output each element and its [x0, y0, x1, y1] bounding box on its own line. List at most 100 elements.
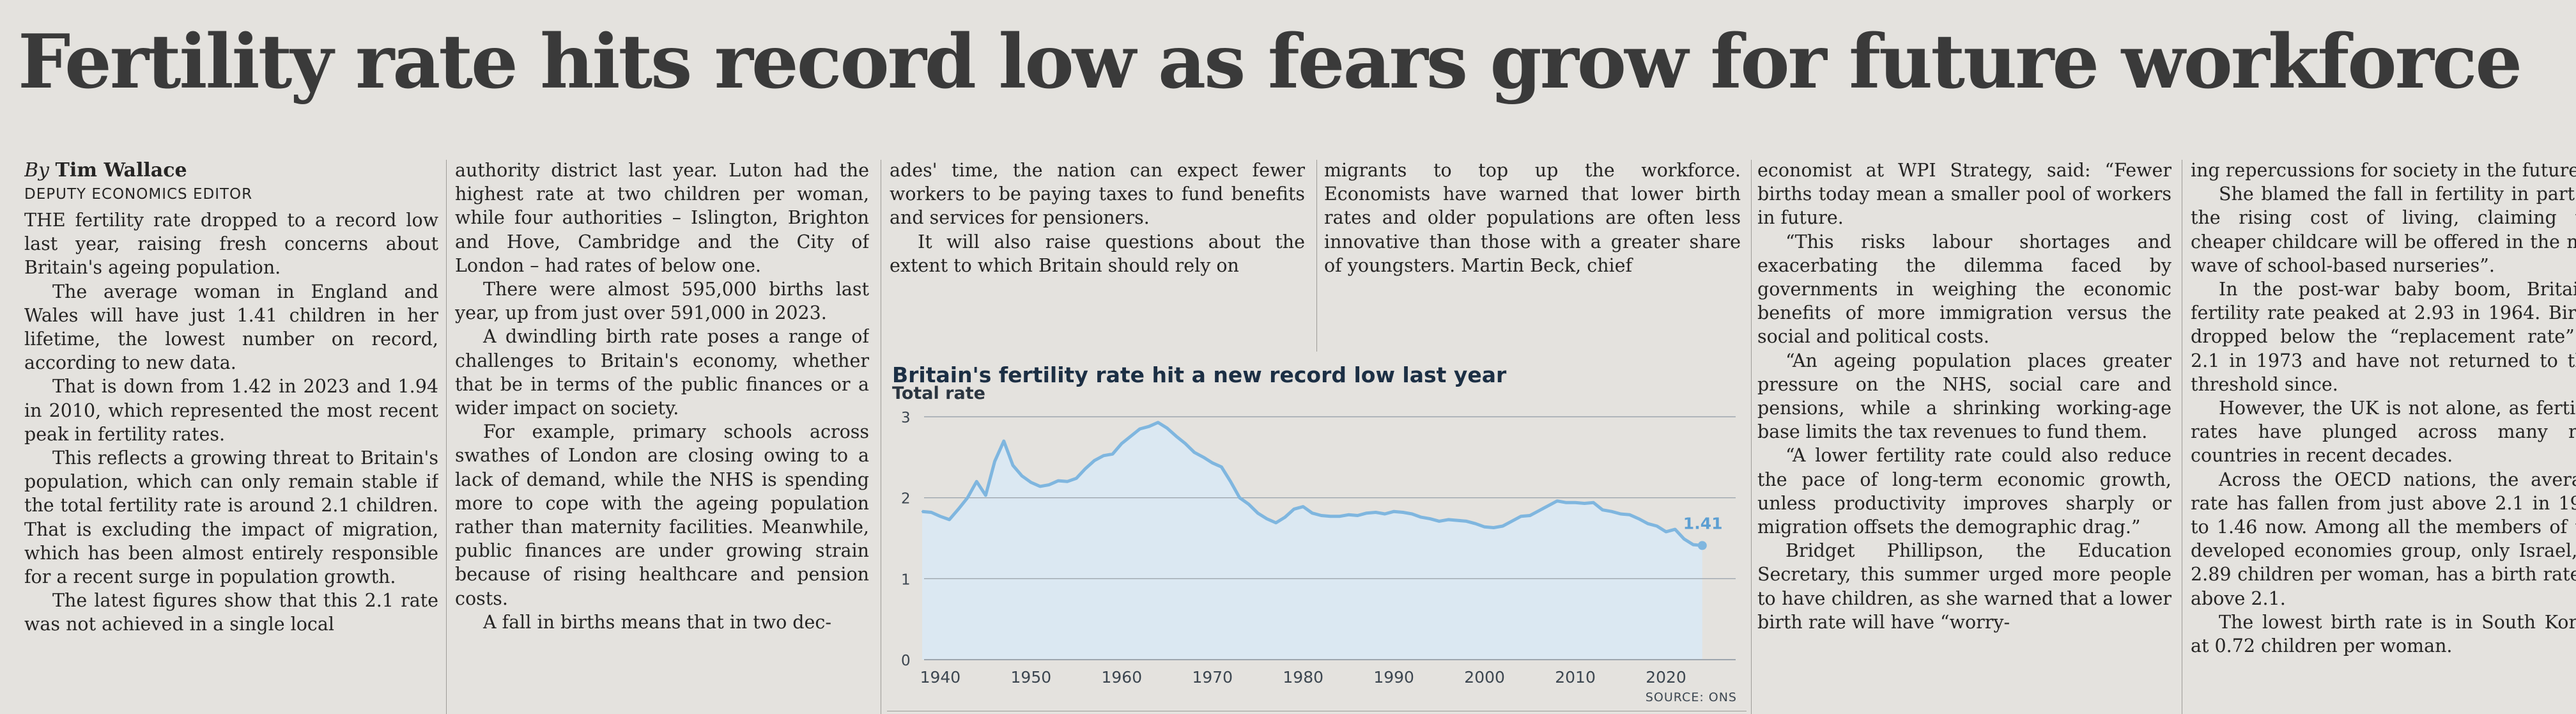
- data-point: [976, 481, 978, 483]
- data-point: [921, 511, 923, 513]
- data-point: [1102, 454, 1105, 456]
- data-point: [1048, 484, 1050, 486]
- data-point: [1039, 485, 1041, 488]
- paragraph: In the post-war baby boom, Britain's fer…: [2191, 279, 2576, 395]
- paragraph: “An ageing population places greater pre…: [1757, 350, 2171, 443]
- data-point: [994, 460, 996, 462]
- data-point: [1057, 479, 1060, 482]
- data-point: [1030, 481, 1032, 483]
- data-point: [1692, 543, 1694, 546]
- source-note: SOURCE: ONS: [1646, 690, 1737, 704]
- data-point: [1320, 515, 1322, 516]
- data-point: [1230, 481, 1231, 483]
- paragraph: It will also raise questions about the e…: [890, 231, 1305, 276]
- paragraph: There were almost 595,000 births last ye…: [455, 279, 869, 324]
- x-tick-label: 1950: [1011, 668, 1052, 687]
- data-point: [1384, 513, 1386, 515]
- data-point: [1357, 515, 1359, 516]
- data-point: [1166, 427, 1168, 429]
- data-point: [1175, 435, 1177, 437]
- paragraph: THE fertility rate dropped to a record l…: [24, 210, 438, 279]
- data-point: [1184, 442, 1186, 444]
- paragraph: This reflects a growing threat to Britai…: [24, 447, 438, 588]
- paragraph: However, the UK is not alone, as fertili…: [2191, 398, 2576, 467]
- paragraph: authority district last year. Luton had …: [455, 160, 869, 276]
- column-5: economist at WPI Strategy, said: “Fewer …: [1757, 159, 2171, 714]
- data-point: [1202, 456, 1205, 458]
- data-point: [1293, 508, 1295, 510]
- data-point: [1221, 466, 1222, 468]
- data-point: [1420, 516, 1422, 518]
- y-tick-label: 0: [901, 653, 911, 669]
- paragraph: The average woman in England and Wales w…: [24, 281, 438, 374]
- y-tick-label: 2: [901, 491, 911, 508]
- paragraph: ing repercussions for society in the fut…: [2191, 160, 2576, 181]
- data-point: [1474, 523, 1477, 525]
- data-point: [1247, 503, 1250, 505]
- x-tick-label: 1970: [1192, 668, 1233, 687]
- y-axis-label: Total rate: [892, 384, 985, 403]
- data-point: [1111, 453, 1114, 455]
- paragraph: migrants to top up the workforce. Econom…: [1324, 160, 1741, 276]
- data-point: [1456, 519, 1458, 522]
- paragraph: She blamed the fall in fertility in part…: [2191, 183, 2576, 276]
- paragraph: economist at WPI Strategy, said: “Fewer …: [1757, 160, 2171, 229]
- data-point: [1593, 502, 1594, 504]
- data-point: [1157, 421, 1159, 424]
- data-point: [1093, 460, 1095, 462]
- data-point: [1647, 523, 1649, 525]
- data-point: [930, 511, 932, 513]
- data-point: [1683, 538, 1685, 540]
- data-point: [1402, 511, 1404, 513]
- data-point: [1375, 511, 1377, 513]
- data-point: [1483, 526, 1486, 528]
- column-2: authority district last year. Luton had …: [455, 159, 869, 714]
- author-role: DEPUTY ECONOMICS EDITOR: [24, 186, 253, 203]
- chart-plot: Total rate 0 1 2 3 1.41 1940 1950 1960 1970 1980 19…: [892, 384, 1737, 704]
- data-point: [985, 494, 987, 497]
- data-point: [1012, 464, 1014, 467]
- author-name: Tim Wallace: [55, 159, 187, 182]
- y-tick-label: 3: [901, 410, 911, 426]
- paragraph: A dwindling birth rate poses a range of …: [455, 326, 869, 419]
- data-point: [1629, 514, 1631, 516]
- data-point: [966, 497, 969, 499]
- column-4: migrants to top up the workforce. Econom…: [1324, 159, 1741, 350]
- column-1: By Tim Wallace DEPUTY ECONOMICS EDITOR T…: [24, 159, 438, 714]
- data-point: [1447, 518, 1449, 521]
- data-point: [1556, 500, 1558, 502]
- headline: Fertility rate hits record low as fears …: [18, 19, 2522, 105]
- data-point: [1003, 440, 1005, 442]
- data-point: [1348, 514, 1350, 516]
- data-point: [1511, 520, 1513, 522]
- paragraph: ades' time, the nation can expect fewer …: [890, 160, 1305, 229]
- paragraph: That is down from 1.42 in 2023 and 1.94 …: [24, 376, 438, 445]
- x-tick-label: 1940: [920, 668, 961, 687]
- data-point: [1076, 477, 1077, 479]
- data-point: [1148, 426, 1150, 428]
- series-area: [922, 422, 1702, 660]
- data-point: [1329, 515, 1331, 517]
- data-point: [1529, 515, 1531, 516]
- fertility-chart: Britain's fertility rate hit a new recor…: [887, 359, 1747, 714]
- column-divider: [1316, 160, 1317, 352]
- data-point: [1266, 518, 1268, 520]
- data-point: [1547, 505, 1549, 507]
- data-point: [1238, 497, 1240, 499]
- data-point: [1275, 522, 1277, 524]
- x-tick-label: 1990: [1373, 668, 1414, 687]
- end-value-label: 1.41: [1683, 514, 1723, 532]
- column-divider: [446, 160, 447, 714]
- data-point: [1284, 516, 1286, 518]
- data-point: [1130, 435, 1132, 437]
- data-point: [1084, 467, 1086, 470]
- data-point: [1393, 511, 1395, 513]
- data-point: [1121, 442, 1123, 444]
- data-point: [948, 518, 950, 521]
- data-point: [1338, 515, 1341, 517]
- column-divider: [1751, 160, 1752, 714]
- data-point: [1610, 511, 1613, 513]
- column-3: ades' time, the nation can expect fewer …: [890, 159, 1305, 350]
- data-point: [939, 515, 941, 517]
- x-tick-label: 1960: [1101, 668, 1142, 687]
